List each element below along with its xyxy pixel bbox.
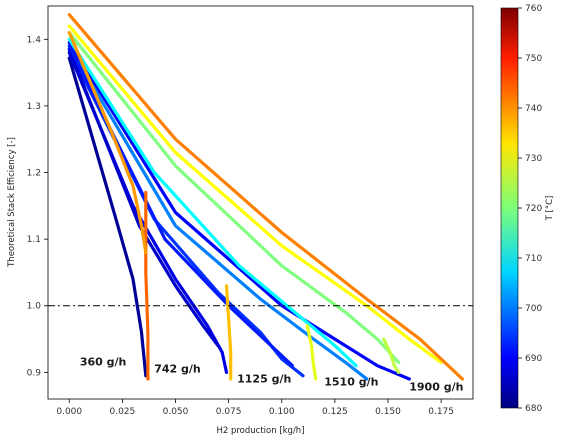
series-line-9: [67, 31, 401, 364]
series-line-15: [382, 337, 401, 374]
y-tick-label: 1.0: [27, 302, 42, 312]
series-line-10: [67, 24, 443, 364]
x-tick-label: 0.150: [375, 407, 401, 417]
x-tick-label: 0.125: [322, 407, 348, 417]
annotation-label-2: 742 g/h: [154, 362, 201, 375]
series-line-16: [67, 31, 148, 255]
x-tick-label: 0.075: [216, 407, 242, 417]
series-line-13: [224, 284, 233, 381]
series-line-11: [67, 13, 464, 381]
y-axis-label: Theoretical Stack Efficiency [-]: [7, 137, 17, 268]
colorbar-label: T [°C]: [545, 196, 555, 222]
annotation-label-5: 1900 g/h: [409, 380, 463, 393]
series-line-14: [305, 324, 318, 381]
colorbar-tick-label: 680: [525, 404, 542, 414]
colorbar-tick-label: 760: [525, 4, 542, 14]
y-tick-label: 1.2: [27, 169, 41, 179]
series-line-6: [67, 47, 220, 348]
series-line-12: [144, 190, 150, 381]
x-tick-label: 0.175: [428, 407, 454, 417]
y-tick-label: 1.4: [27, 35, 42, 45]
series-layer: [67, 13, 464, 381]
colorbar-tick-label: 750: [525, 54, 542, 64]
annotation-label-3: 1125 g/h: [237, 372, 291, 385]
y-ticks: 0.9 1.0 1.1 1.2 1.3 1.4: [27, 35, 48, 378]
series-line-1: [67, 56, 148, 378]
colorbar-tick-label: 740: [525, 104, 542, 114]
series-line-8: [67, 37, 358, 368]
x-axis-label: H2 production [kg/h]: [216, 426, 304, 436]
y-tick-label: 1.1: [27, 235, 41, 245]
x-tick-label: 0.100: [269, 407, 295, 417]
colorbar-tick-label: 710: [525, 254, 542, 264]
colorbar-ticks: 680 690 700 710 720 730 740 750 760: [518, 4, 542, 414]
x-tick-label: 0.000: [56, 407, 82, 417]
annotation-label-4: 1510 g/h: [324, 376, 378, 389]
annotation-label-1: 360 g/h: [80, 356, 127, 369]
x-tick-label: 0.025: [109, 407, 135, 417]
colorbar-tick-label: 690: [525, 354, 542, 364]
colorbar-tick-label: 730: [525, 154, 542, 164]
x-ticks: 0.000 0.025 0.050 0.075 0.100 0.125 0.150 0.175: [56, 399, 454, 417]
y-tick-label: 1.3: [27, 102, 41, 112]
colorbar-tick-label: 700: [525, 304, 542, 314]
annotations: 360 g/h 742 g/h 1125 g/h 1510 g/h 1900 g/h: [80, 356, 464, 394]
x-tick-label: 0.050: [163, 407, 189, 417]
series-line-4: [67, 44, 369, 381]
colorbar: [500, 7, 519, 409]
colorbar-tick-label: 720: [525, 204, 542, 214]
y-tick-label: 0.9: [27, 368, 42, 378]
